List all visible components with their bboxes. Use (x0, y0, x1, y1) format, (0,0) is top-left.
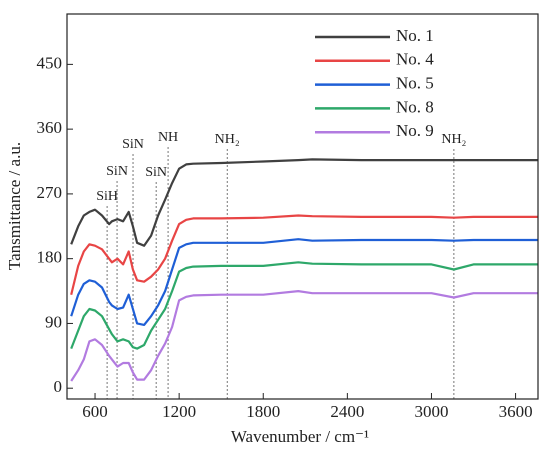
x-tick-label: 3000 (414, 402, 448, 421)
x-tick-label: 2400 (330, 402, 364, 421)
legend-label: No. 4 (396, 50, 434, 69)
annotation-label: SiH (96, 189, 118, 204)
y-tick-label: 180 (37, 248, 63, 267)
annotation-label: NH₂ (441, 132, 466, 147)
plot-frame (66, 13, 539, 400)
x-tick-label: 1800 (246, 402, 280, 421)
legend-label: No. 9 (396, 121, 434, 140)
legend-label: No. 5 (396, 74, 434, 93)
series-line (70, 158, 538, 247)
x-axis-label: Wavenumber / cm⁻¹ (231, 427, 369, 446)
annotation-label: SiN (145, 165, 167, 180)
legend-label: No. 1 (396, 26, 434, 45)
series-line (70, 290, 538, 382)
annotation-label: NH₂ (215, 132, 240, 147)
y-tick-label: 450 (37, 53, 63, 72)
x-tick-label: 3600 (499, 402, 533, 421)
x-tick-label: 1200 (162, 402, 196, 421)
legend-label: No. 8 (396, 97, 434, 116)
annotation-label: SiN (122, 137, 144, 152)
y-tick-label: 270 (37, 183, 63, 202)
annotation-label: SiN (106, 164, 128, 179)
x-tick-label: 600 (82, 402, 108, 421)
y-tick-label: 0 (54, 377, 63, 396)
series-line (70, 238, 538, 326)
series-line (70, 214, 538, 295)
y-tick-label: 360 (37, 118, 63, 137)
y-axis-label: Tansmittance / a.u. (5, 142, 24, 270)
series-line (70, 261, 538, 350)
y-tick-label: 90 (45, 312, 62, 331)
annotation-label: NH (158, 130, 178, 145)
